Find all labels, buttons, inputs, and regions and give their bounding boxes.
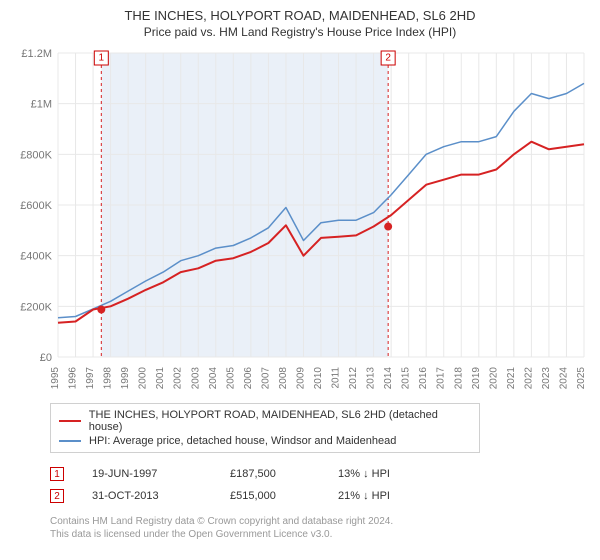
svg-text:2022: 2022 [523, 367, 534, 390]
svg-text:2010: 2010 [313, 367, 324, 390]
event-date: 31-OCT-2013 [92, 490, 202, 502]
svg-text:£400K: £400K [20, 251, 52, 263]
svg-text:£1M: £1M [31, 99, 52, 111]
event-badge: 1 [50, 467, 64, 481]
svg-text:2006: 2006 [243, 367, 254, 390]
event-delta: 21% ↓ HPI [338, 490, 428, 502]
svg-text:2002: 2002 [173, 367, 184, 390]
svg-text:2014: 2014 [383, 367, 394, 390]
event-price: £515,000 [230, 490, 310, 502]
svg-text:1996: 1996 [68, 367, 79, 390]
svg-text:£0: £0 [40, 352, 52, 364]
legend-item: HPI: Average price, detached house, Wind… [59, 434, 471, 448]
svg-text:2017: 2017 [436, 367, 447, 390]
attribution-line: Contains HM Land Registry data © Crown c… [50, 515, 590, 528]
svg-text:2024: 2024 [558, 367, 569, 390]
chart-title: THE INCHES, HOLYPORT ROAD, MAIDENHEAD, S… [10, 8, 590, 23]
attribution-line: This data is licensed under the Open Gov… [50, 528, 590, 541]
svg-text:2007: 2007 [260, 367, 271, 390]
svg-text:2023: 2023 [541, 367, 552, 390]
event-date: 19-JUN-1997 [92, 468, 202, 480]
svg-text:1999: 1999 [120, 367, 131, 390]
chart-area: £0 £200K £400K £600K £800K £1M £1.2M 1995 1996 19… [10, 45, 590, 395]
svg-text:2018: 2018 [453, 367, 464, 390]
event-delta: 13% ↓ HPI [338, 468, 428, 480]
svg-text:2004: 2004 [208, 367, 219, 390]
legend-label: THE INCHES, HOLYPORT ROAD, MAIDENHEAD, S… [89, 409, 471, 433]
svg-text:2011: 2011 [331, 367, 342, 389]
svg-text:2009: 2009 [295, 367, 306, 390]
svg-text:£200K: £200K [20, 301, 52, 313]
svg-text:2008: 2008 [278, 367, 289, 390]
svg-text:2025: 2025 [576, 367, 587, 390]
legend-swatch [59, 420, 81, 422]
event-row: 1 19-JUN-1997 £187,500 13% ↓ HPI [50, 463, 590, 485]
event-row: 2 31-OCT-2013 £515,000 21% ↓ HPI [50, 485, 590, 507]
svg-text:2013: 2013 [366, 367, 377, 390]
svg-text:2015: 2015 [401, 367, 412, 390]
svg-text:2003: 2003 [190, 367, 201, 390]
chart-subtitle: Price paid vs. HM Land Registry's House … [10, 25, 590, 39]
legend-label: HPI: Average price, detached house, Wind… [89, 435, 396, 447]
event-price: £187,500 [230, 468, 310, 480]
svg-text:2021: 2021 [506, 367, 517, 390]
svg-text:£1.2M: £1.2M [21, 48, 52, 60]
svg-text:2001: 2001 [155, 367, 166, 390]
svg-text:2012: 2012 [348, 367, 359, 390]
legend: THE INCHES, HOLYPORT ROAD, MAIDENHEAD, S… [50, 403, 480, 453]
svg-text:2005: 2005 [225, 367, 236, 390]
legend-item: THE INCHES, HOLYPORT ROAD, MAIDENHEAD, S… [59, 408, 471, 434]
svg-text:1: 1 [99, 53, 105, 64]
svg-text:2: 2 [385, 53, 391, 64]
attribution: Contains HM Land Registry data © Crown c… [50, 515, 590, 541]
svg-text:2019: 2019 [471, 367, 482, 390]
svg-text:1995: 1995 [50, 367, 61, 390]
svg-text:1998: 1998 [103, 367, 114, 390]
svg-text:£600K: £600K [20, 200, 52, 212]
event-list: 1 19-JUN-1997 £187,500 13% ↓ HPI 2 31-OCT-201… [50, 463, 590, 507]
svg-text:2016: 2016 [418, 367, 429, 390]
svg-text:2000: 2000 [138, 367, 149, 390]
svg-text:1997: 1997 [85, 367, 96, 390]
svg-text:2020: 2020 [488, 367, 499, 390]
event-badge: 2 [50, 489, 64, 503]
legend-swatch [59, 440, 81, 442]
svg-text:£800K: £800K [20, 149, 52, 161]
